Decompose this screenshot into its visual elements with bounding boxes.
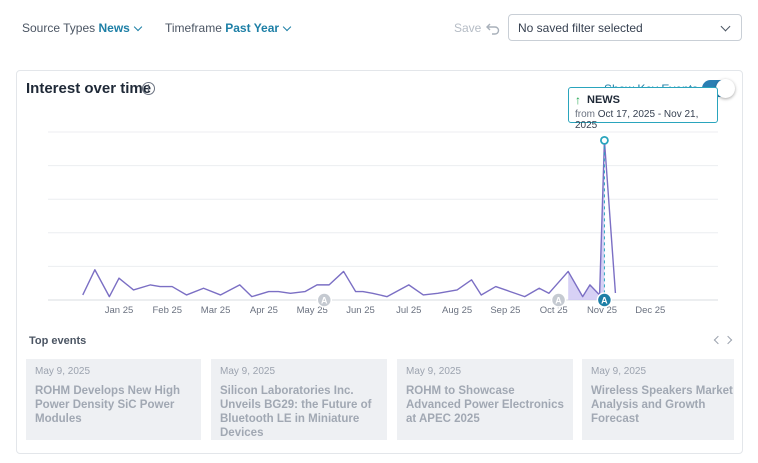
event-date: May 9, 2025	[406, 366, 462, 377]
x-tick-label: Jun 25	[346, 305, 375, 316]
event-date: May 9, 2025	[35, 366, 91, 377]
event-headline: Silicon Laboratories Inc. Unveils BG29: …	[220, 385, 372, 439]
event-card[interactable]: May 9, 2025 Silicon Laboratories Inc. Un…	[211, 359, 387, 440]
x-tick-label: Dec 25	[635, 305, 665, 316]
toggle-knob	[716, 79, 735, 98]
x-tick-label: Jan 25	[105, 305, 134, 316]
key-event-icon: A	[321, 296, 328, 306]
top-events-title: Top events	[29, 335, 87, 347]
save-button[interactable]: Save	[454, 21, 482, 35]
tooltip-range-value: Oct 17, 2025 - Nov 21, 2025	[575, 109, 699, 131]
peak-point	[600, 135, 609, 145]
chart-tooltip: ↑ NEWS from Oct 17, 2025 - Nov 21, 2025	[568, 87, 718, 131]
event-card[interactable]: May 9, 2025 Wireless Speakers Market Ana…	[582, 359, 734, 440]
saved-filter-text: No saved filter selected	[518, 21, 643, 35]
card-title: Interest over time	[26, 80, 152, 97]
key-event-marker	[596, 292, 613, 308]
key-event-icon: A	[601, 296, 608, 306]
filter-bar: Source Types News Timeframe Past Year Sa…	[0, 0, 758, 56]
x-tick-label: Nov 25	[587, 305, 617, 316]
x-tick-label: Apr 25	[250, 305, 278, 316]
event-headline: Wireless Speakers Market Analysis and Gr…	[591, 385, 733, 425]
info-icon[interactable]: i	[142, 82, 155, 95]
source-types-filter[interactable]: Source Types News	[22, 21, 143, 35]
tooltip-from-label: from	[575, 109, 595, 120]
source-types-label: Source Types	[22, 21, 96, 35]
x-tick-label: Feb 25	[153, 305, 183, 316]
event-card[interactable]: May 9, 2025 ROHM Develops New High Power…	[26, 359, 201, 440]
arrow-up-icon: ↑	[575, 93, 581, 107]
timeframe-filter[interactable]: Timeframe Past Year	[165, 21, 292, 35]
undo-icon[interactable]	[485, 20, 501, 36]
key-event-icon: A	[555, 296, 562, 306]
x-tick-label: Oct 25	[540, 305, 568, 316]
event-date: May 9, 2025	[220, 366, 276, 377]
timeframe-value: Past Year	[225, 21, 280, 35]
event-headline: ROHM to Showcase Advanced Power Electron…	[406, 385, 564, 425]
x-tick-label: Mar 25	[201, 305, 231, 316]
tooltip-series-name: NEWS	[587, 94, 620, 106]
highlight-area	[568, 140, 605, 300]
x-tick-label: Sep 25	[490, 305, 520, 316]
event-card[interactable]: May 9, 2025 ROHM to Showcase Advanced Po…	[397, 359, 573, 440]
x-tick-label: Aug 25	[442, 305, 472, 316]
saved-filter-select[interactable]: No saved filter selected	[508, 14, 742, 41]
tooltip-range: from Oct 17, 2025 - Nov 21, 2025	[575, 109, 717, 131]
key-event-marker	[316, 292, 333, 308]
timeframe-label: Timeframe	[165, 21, 222, 35]
event-headline: ROHM Develops New High Power Density SiC…	[35, 385, 181, 425]
event-date: May 9, 2025	[591, 366, 647, 377]
x-tick-label: May 25	[297, 305, 328, 316]
key-event-marker	[550, 292, 567, 308]
source-types-value: News	[98, 21, 130, 35]
series-line	[82, 139, 617, 298]
x-tick-label: Jul 25	[396, 305, 421, 316]
